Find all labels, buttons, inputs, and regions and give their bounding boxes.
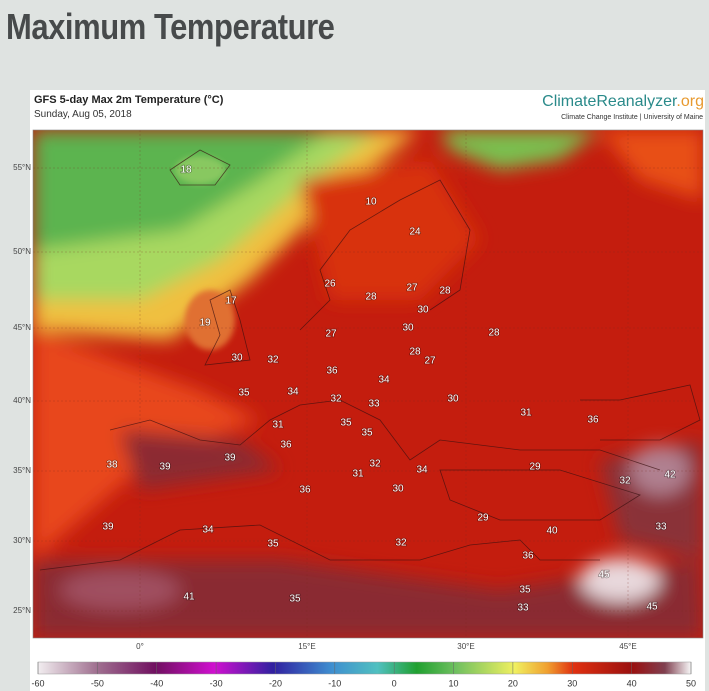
temperature-label: 24 — [409, 227, 421, 238]
coastlines — [39, 149, 701, 571]
temperature-label: 41 — [183, 592, 195, 603]
credit: Climate Change Institute | University of… — [561, 114, 703, 121]
colorbar-tick-label: 20 — [508, 678, 518, 688]
temperature-label: 29 — [529, 462, 541, 473]
colorbar-tick-label: -40 — [150, 678, 163, 688]
temperature-label: 34 — [416, 465, 428, 476]
map-frame — [32, 129, 704, 639]
temperature-label: 36 — [299, 485, 311, 496]
temperature-field — [33, 130, 703, 638]
temperature-label: 35 — [340, 418, 352, 429]
temperature-label: 17 — [225, 296, 237, 307]
temperature-label: 28 — [409, 347, 421, 358]
lat-label: 25°N — [13, 606, 31, 615]
colorbar-tick-label: 50 — [686, 678, 696, 688]
temperature-label: 26 — [324, 279, 336, 290]
temperature-label: 45 — [646, 602, 658, 613]
temperature-label: 39 — [102, 522, 114, 533]
colorbar-tick-label: -20 — [269, 678, 282, 688]
temperature-label: 10 — [365, 197, 377, 208]
temperature-label: 34 — [378, 375, 390, 386]
temperature-label: 36 — [280, 440, 292, 451]
temperature-label: 34 — [202, 525, 214, 536]
temperature-label: 38 — [106, 460, 118, 471]
temperature-label: 29 — [477, 513, 489, 524]
temperature-label: 36 — [326, 366, 338, 377]
temperature-label: 39 — [159, 462, 171, 473]
temperature-label: 40 — [546, 526, 558, 537]
colorbar-tick-label: 40 — [627, 678, 637, 688]
temperature-label: 18 — [180, 165, 192, 176]
temperature-label: 31 — [352, 469, 364, 480]
temperature-label: 34 — [287, 387, 299, 398]
colorbar — [37, 661, 692, 675]
temperature-label: 31 — [520, 408, 532, 419]
temperature-label: 30 — [231, 353, 243, 364]
colorbar-tick-label: 0 — [392, 678, 397, 688]
lat-label: 45°N — [13, 323, 31, 332]
temperature-label: 28 — [365, 292, 377, 303]
temperature-label: 30 — [392, 484, 404, 495]
lat-label: 30°N — [13, 536, 31, 545]
lat-label: 35°N — [13, 466, 31, 475]
temperature-label: 36 — [522, 551, 534, 562]
temperature-label: 42 — [664, 470, 676, 481]
temperature-label: 35 — [289, 594, 301, 605]
temperature-label: 35 — [519, 585, 531, 596]
temperature-label: 30 — [402, 323, 414, 334]
brand-name: ClimateReanalyzer — [542, 93, 678, 110]
temperature-label: 33 — [517, 603, 529, 614]
temperature-label: 35 — [238, 388, 250, 399]
page-title: Maximum Temperature — [6, 6, 335, 47]
temperature-label: 30 — [447, 394, 459, 405]
colorbar-tick-label: -60 — [31, 678, 44, 688]
lat-label: 55°N — [13, 163, 31, 172]
temperature-label: 32 — [369, 459, 381, 470]
colorbar-tick-label: -30 — [210, 678, 223, 688]
temperature-label: 31 — [272, 420, 284, 431]
brand-suffix: .org — [676, 93, 704, 110]
temperature-label: 32 — [267, 355, 279, 366]
temperature-label: 33 — [655, 522, 667, 533]
graticule — [33, 130, 703, 638]
temperature-label: 33 — [368, 399, 380, 410]
temperature-label: 35 — [361, 428, 373, 439]
colorbar-tick-label: 30 — [567, 678, 577, 688]
temperature-label: 27 — [406, 283, 418, 294]
temperature-label: 39 — [224, 453, 236, 464]
lon-label: 0° — [136, 642, 144, 651]
temperature-label: 36 — [587, 415, 599, 426]
colorbar-tick-label: 10 — [449, 678, 459, 688]
map-date: Sunday, Aug 05, 2018 — [34, 109, 132, 120]
temperature-label: 27 — [424, 356, 436, 367]
lon-label: 30°E — [457, 642, 474, 651]
temperature-label: 30 — [417, 305, 429, 316]
lat-label: 40°N — [13, 396, 31, 405]
lon-label: 45°E — [619, 642, 636, 651]
brand: ClimateReanalyzer.org — [542, 93, 704, 110]
colorbar-tick-label: -50 — [91, 678, 104, 688]
temperature-label: 32 — [395, 538, 407, 549]
map-title: GFS 5-day Max 2m Temperature (°C) — [34, 94, 224, 106]
colorbar-tick-label: -10 — [328, 678, 341, 688]
lon-label: 15°E — [298, 642, 315, 651]
lat-label: 50°N — [13, 247, 31, 256]
temperature-label: 32 — [619, 476, 631, 487]
temperature-label: 45 — [598, 570, 610, 581]
temperature-label: 28 — [439, 286, 451, 297]
temperature-label: 28 — [488, 328, 500, 339]
temperature-label: 35 — [267, 539, 279, 550]
temperature-label: 32 — [330, 394, 342, 405]
temperature-label: 27 — [325, 329, 337, 340]
temperature-label: 19 — [199, 318, 211, 329]
